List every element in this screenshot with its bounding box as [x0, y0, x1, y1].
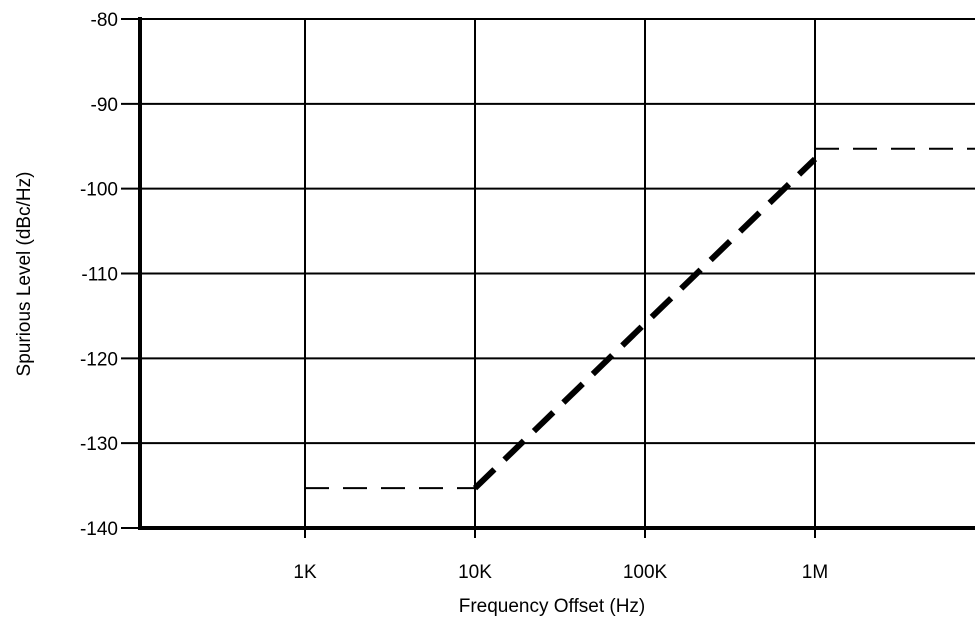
x-tick-label: 100K [623, 562, 668, 583]
series-line-2 [472, 156, 818, 491]
y-tick-label: -120 [80, 349, 118, 370]
y-tick-label: -80 [91, 10, 118, 31]
y-tick-label: -140 [80, 519, 118, 540]
x-axis-title: Frequency Offset (Hz) [459, 596, 646, 617]
y-tick-label: -100 [80, 180, 118, 201]
x-tick-label: 10K [458, 562, 492, 583]
y-axis-title: Spurious Level (dBc/Hz) [14, 172, 35, 377]
axes [121, 17, 975, 530]
series [305, 147, 975, 491]
grid [140, 18, 975, 538]
x-tick-label: 1K [293, 562, 317, 583]
x-tick-label: 1M [802, 562, 828, 583]
y-tick-label: -90 [91, 95, 118, 116]
y-tick-label: -110 [81, 265, 118, 286]
y-tick-label: -130 [80, 434, 118, 455]
tick-labels: -80 -90 -100 -110 -120 -130 -140 1K 10K 100K 1M [80, 10, 828, 583]
